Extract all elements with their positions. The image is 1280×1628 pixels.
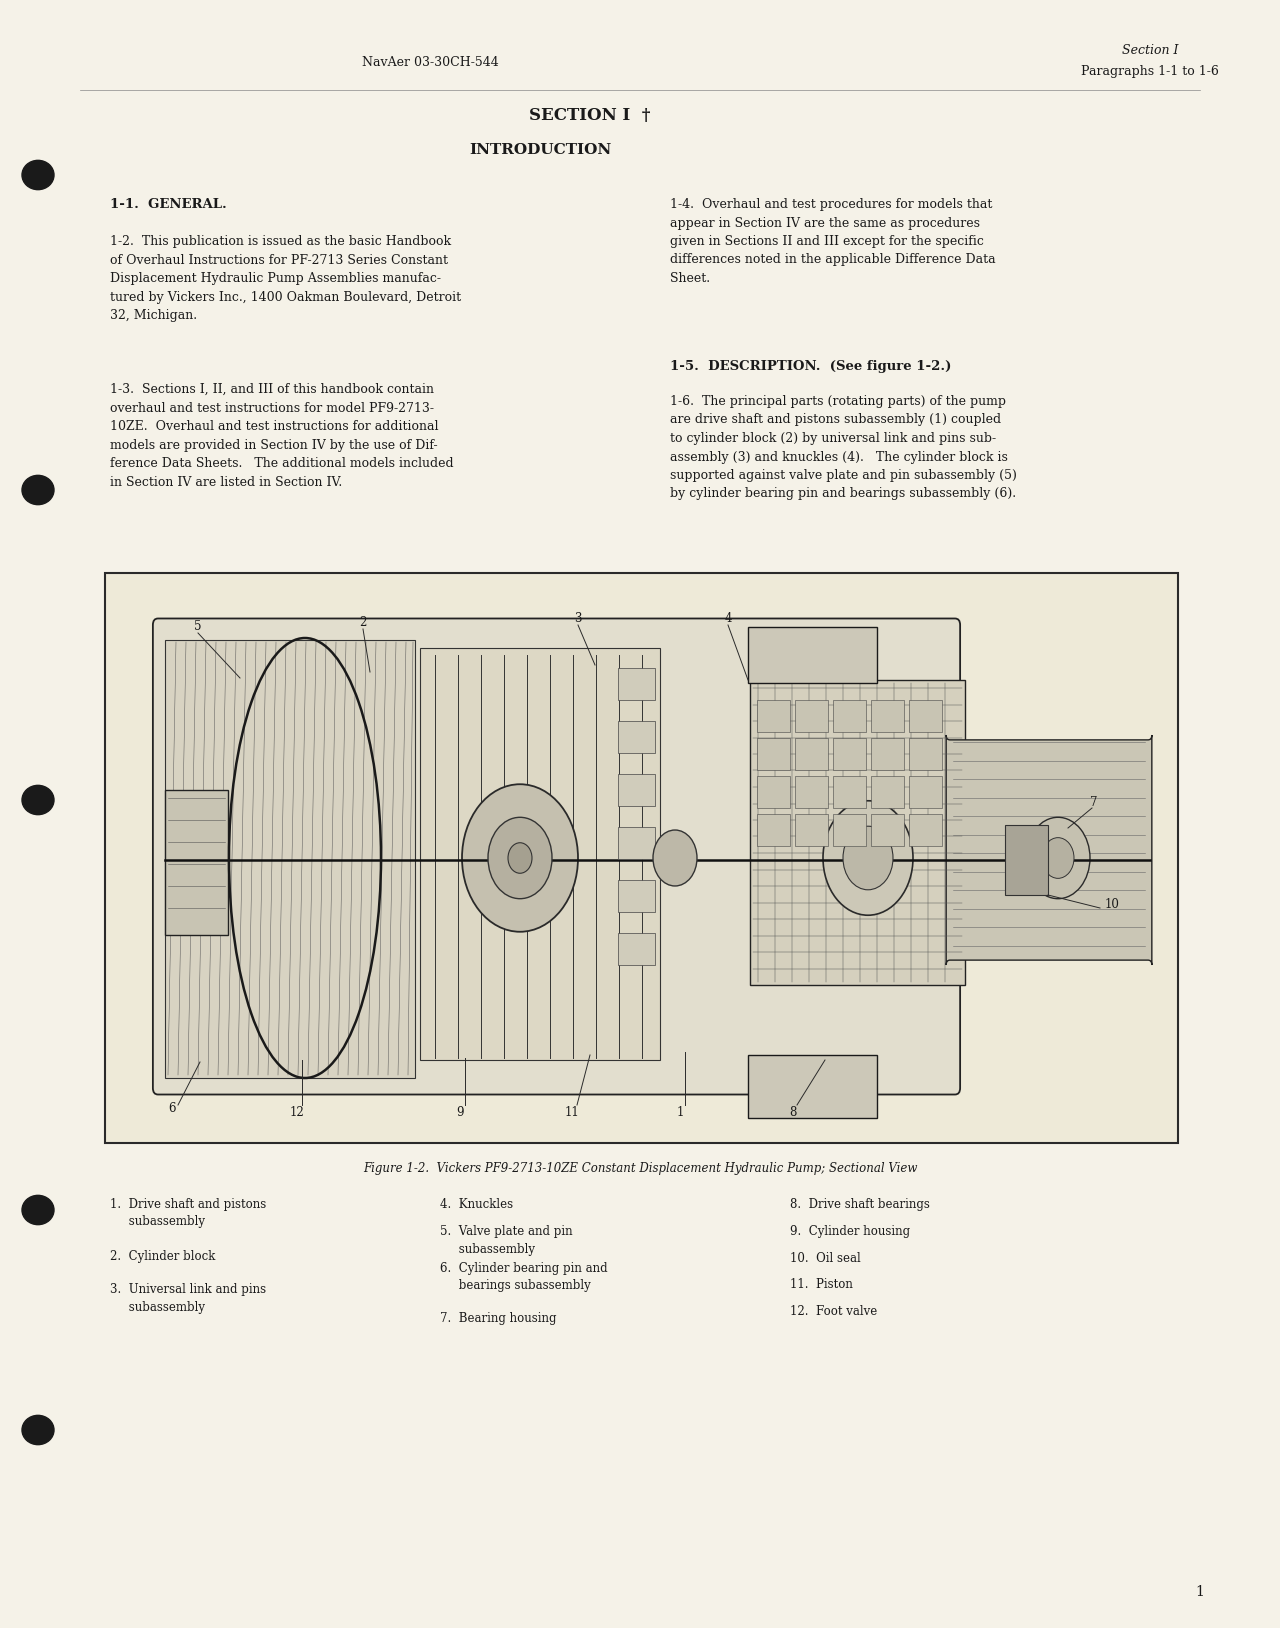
Bar <box>909 814 942 847</box>
Text: 2: 2 <box>360 615 366 628</box>
Bar <box>420 648 660 1060</box>
Circle shape <box>653 830 698 886</box>
Text: 8: 8 <box>790 1105 796 1118</box>
Bar <box>618 881 655 912</box>
Bar <box>833 814 867 847</box>
Text: NavAer 03-30CH-544: NavAer 03-30CH-544 <box>362 55 498 68</box>
Bar <box>909 737 942 770</box>
Text: 9.  Cylinder housing: 9. Cylinder housing <box>790 1224 910 1237</box>
Text: 1-5.  DESCRIPTION.  (See figure 1-2.): 1-5. DESCRIPTION. (See figure 1-2.) <box>669 360 951 373</box>
Bar <box>870 737 904 770</box>
Text: 2.  Cylinder block: 2. Cylinder block <box>110 1250 215 1263</box>
Bar <box>618 827 655 860</box>
Circle shape <box>508 843 532 873</box>
Text: Paragraphs 1-1 to 1-6: Paragraphs 1-1 to 1-6 <box>1082 65 1219 78</box>
Text: 1: 1 <box>1196 1586 1204 1599</box>
Bar <box>795 814 828 847</box>
Bar <box>618 721 655 754</box>
Text: 11.  Piston: 11. Piston <box>790 1278 852 1291</box>
Text: 5: 5 <box>195 620 202 633</box>
Ellipse shape <box>22 1195 54 1224</box>
Bar <box>795 777 828 807</box>
Bar <box>748 1055 877 1118</box>
Ellipse shape <box>22 160 54 189</box>
Text: 12.  Foot valve: 12. Foot valve <box>790 1306 877 1319</box>
Circle shape <box>1027 817 1091 899</box>
Bar <box>756 737 790 770</box>
Bar <box>165 640 415 1078</box>
Text: 6: 6 <box>168 1102 175 1115</box>
Text: INTRODUCTION: INTRODUCTION <box>468 143 611 156</box>
Ellipse shape <box>22 475 54 505</box>
Ellipse shape <box>22 785 54 814</box>
Bar <box>750 681 965 985</box>
Text: 7.  Bearing housing: 7. Bearing housing <box>440 1312 557 1325</box>
Bar <box>870 814 904 847</box>
Bar <box>756 700 790 733</box>
Bar <box>756 814 790 847</box>
FancyBboxPatch shape <box>946 734 1152 965</box>
Circle shape <box>488 817 552 899</box>
Bar <box>909 777 942 807</box>
Bar <box>795 700 828 733</box>
Bar <box>795 737 828 770</box>
Text: 3: 3 <box>575 612 581 625</box>
Bar <box>833 700 867 733</box>
Text: 4: 4 <box>724 612 732 625</box>
Text: SECTION I  †: SECTION I † <box>529 106 650 124</box>
Text: 6.  Cylinder bearing pin and
     bearings subassembly: 6. Cylinder bearing pin and bearings sub… <box>440 1262 608 1293</box>
Text: 1-4.  Overhaul and test procedures for models that
appear in Section IV are the : 1-4. Overhaul and test procedures for mo… <box>669 199 996 285</box>
Bar <box>618 773 655 806</box>
Text: 1-2.  This publication is issued as the basic Handbook
of Overhaul Instructions : 1-2. This publication is issued as the b… <box>110 234 461 322</box>
Text: Figure 1-2.  Vickers PF9-2713-10ZE Constant Displacement Hydraulic Pump; Section: Figure 1-2. Vickers PF9-2713-10ZE Consta… <box>362 1162 918 1175</box>
Circle shape <box>1042 838 1074 879</box>
Text: 1: 1 <box>676 1105 684 1118</box>
Text: 10.  Oil seal: 10. Oil seal <box>790 1252 860 1265</box>
Bar <box>756 777 790 807</box>
Bar <box>618 933 655 965</box>
Text: 1.  Drive shaft and pistons
     subassembly: 1. Drive shaft and pistons subassembly <box>110 1198 266 1229</box>
Circle shape <box>462 785 579 931</box>
Text: 7: 7 <box>1091 796 1097 809</box>
Bar <box>909 700 942 733</box>
Bar <box>833 777 867 807</box>
Text: 1-1.  GENERAL.: 1-1. GENERAL. <box>110 199 227 212</box>
Bar <box>1005 825 1048 895</box>
Bar <box>105 573 1178 1143</box>
FancyBboxPatch shape <box>152 619 960 1094</box>
Text: 5.  Valve plate and pin
     subassembly: 5. Valve plate and pin subassembly <box>440 1224 572 1255</box>
Bar <box>870 700 904 733</box>
Bar <box>870 777 904 807</box>
Text: 4.  Knuckles: 4. Knuckles <box>440 1198 513 1211</box>
Text: 1-6.  The principal parts (rotating parts) of the pump
are drive shaft and pisto: 1-6. The principal parts (rotating parts… <box>669 396 1016 500</box>
Text: 8.  Drive shaft bearings: 8. Drive shaft bearings <box>790 1198 929 1211</box>
Bar <box>165 790 228 934</box>
Text: 11: 11 <box>564 1105 580 1118</box>
Ellipse shape <box>22 1415 54 1444</box>
Circle shape <box>844 825 893 891</box>
Text: 12: 12 <box>289 1105 305 1118</box>
Text: 9: 9 <box>456 1105 463 1118</box>
Bar <box>833 737 867 770</box>
Text: Section I: Section I <box>1121 44 1179 57</box>
Circle shape <box>823 801 913 915</box>
Text: 1-3.  Sections I, II, and III of this handbook contain
overhaul and test instruc: 1-3. Sections I, II, and III of this han… <box>110 383 453 488</box>
Text: 3.  Universal link and pins
     subassembly: 3. Universal link and pins subassembly <box>110 1283 266 1314</box>
Bar <box>618 667 655 700</box>
Text: 10: 10 <box>1105 899 1120 912</box>
Bar <box>748 627 877 684</box>
